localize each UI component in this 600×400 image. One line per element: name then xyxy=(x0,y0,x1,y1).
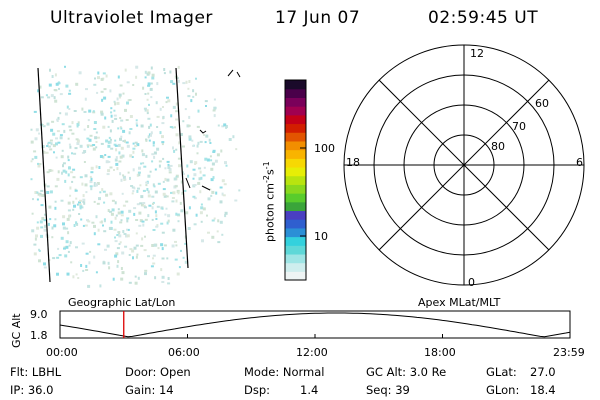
colorbar-swatch xyxy=(285,193,306,203)
strip-axis-label: GC Alt xyxy=(10,313,23,348)
strip-ytick-bottom: 1.8 xyxy=(30,329,48,342)
strip-left-label: Geographic Lat/Lon xyxy=(68,296,176,309)
strip-xtick-4: 23:59 xyxy=(553,346,585,359)
colorbar-swatch xyxy=(285,132,306,142)
strip-ytick-top: 9.0 xyxy=(30,308,48,321)
filter-readout: Flt: LBHL xyxy=(10,365,62,379)
colorbar-swatch xyxy=(285,219,306,229)
colorbar-swatch xyxy=(285,201,306,212)
polar-mlt-plot xyxy=(343,44,585,286)
colorbar-swatch xyxy=(285,236,306,246)
dsp-label: Dsp: xyxy=(244,383,271,397)
colorbar-swatch xyxy=(285,184,306,194)
colorbar-swatch xyxy=(285,210,306,220)
altitude-curve xyxy=(59,312,571,338)
strip-xtick-3: 18:00 xyxy=(424,346,456,359)
colorbar-swatch xyxy=(285,114,306,125)
polar-label-lat-60: 60 xyxy=(535,97,549,110)
glon-value: 18.4 xyxy=(530,383,556,397)
altitude-strip xyxy=(59,310,571,339)
colorbar-swatch xyxy=(285,166,306,177)
door-readout: Door: Open xyxy=(125,365,191,379)
colorbar-swatch xyxy=(285,175,306,185)
strip-xtick-1: 06:00 xyxy=(168,346,200,359)
glon-label: GLon: xyxy=(486,383,520,397)
mode-readout: Mode: Normal xyxy=(244,365,325,379)
colorbar-swatch xyxy=(285,106,306,116)
colorbar-ylabel: photon cm-2s-1 xyxy=(262,161,277,242)
dsp-value: 1.4 xyxy=(300,383,319,397)
polar-label-midnight: 0 xyxy=(468,276,475,289)
colorbar-swatch xyxy=(285,271,306,281)
ip-readout: IP: 36.0 xyxy=(10,383,54,397)
emission-speckle xyxy=(30,65,241,288)
colorbar-swatch xyxy=(285,227,306,238)
polar-label-lat-80: 80 xyxy=(491,140,505,153)
colorbar-swatch xyxy=(285,80,306,90)
colorbar-swatch xyxy=(285,88,306,98)
image-edge-right xyxy=(175,67,189,269)
coastline-fragment xyxy=(227,69,241,78)
colorbar-swatch xyxy=(285,245,306,255)
glat-value: 27.0 xyxy=(530,365,556,379)
coastline-fragment xyxy=(199,129,207,134)
polar-diagonal xyxy=(378,79,550,251)
colorbar-tick-label-100: 100 xyxy=(314,142,335,155)
colorbar-swatch xyxy=(285,262,306,272)
seq-readout: Seq: 39 xyxy=(366,383,410,397)
strip-xtick-2: 12:00 xyxy=(296,346,328,359)
colorbar-swatch xyxy=(285,158,306,168)
image-edge-left xyxy=(37,67,51,283)
intensity-colorbar xyxy=(284,79,307,281)
date-label: 17 Jun 07 xyxy=(275,8,361,28)
instrument-title: Ultraviolet Imager xyxy=(50,8,213,28)
glat-label: GLat: xyxy=(486,365,517,379)
colorbar-swatch xyxy=(285,140,306,151)
strip-right-label: Apex MLat/MLT xyxy=(418,296,501,309)
colorbar-swatch xyxy=(285,97,306,107)
coastline-fragment xyxy=(185,177,211,191)
polar-label-lat-70: 70 xyxy=(512,120,526,133)
colorbar-swatch xyxy=(285,149,306,159)
gain-readout: Gain: 14 xyxy=(125,383,174,397)
polar-label-dusk: 18 xyxy=(346,156,360,169)
uv-image-panel xyxy=(30,65,241,288)
polar-label-dawn: 6 xyxy=(576,156,583,169)
gc-alt-readout: GC Alt: 3.0 Re xyxy=(366,365,447,379)
time-label: 02:59:45 UT xyxy=(428,8,539,28)
colorbar-swatch xyxy=(285,253,306,264)
colorbar-tick-label-10: 10 xyxy=(314,230,328,243)
polar-label-noon: 12 xyxy=(470,47,484,60)
colorbar-swatch xyxy=(285,123,306,133)
strip-xtick-0: 00:00 xyxy=(46,346,78,359)
